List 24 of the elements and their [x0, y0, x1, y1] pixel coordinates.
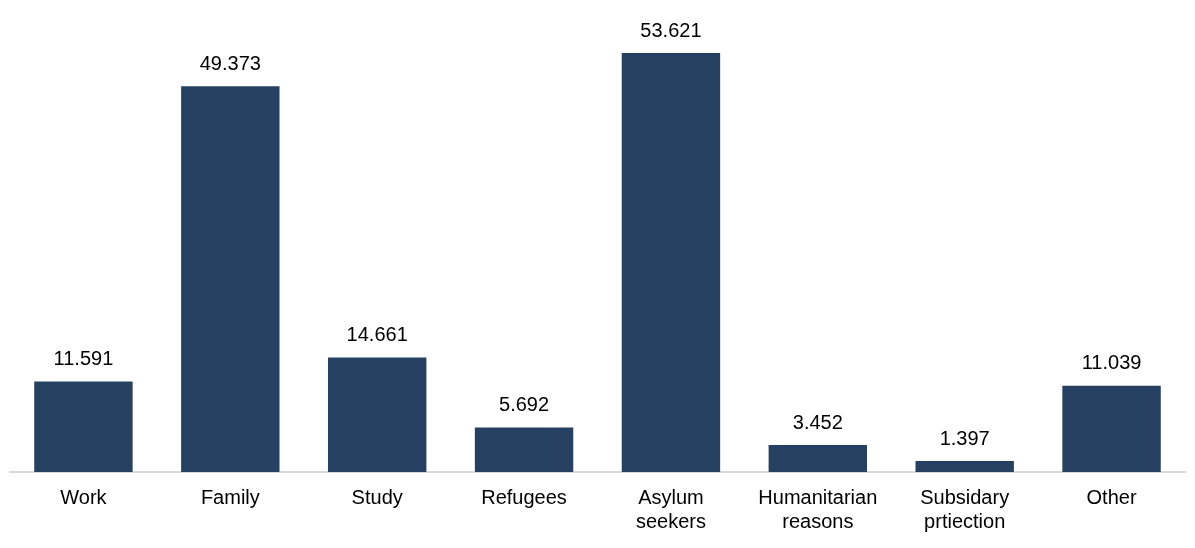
x-tick-label: Other — [1086, 485, 1137, 508]
data-label: 53.621 — [640, 18, 702, 41]
data-label: 11.039 — [1081, 351, 1142, 374]
data-label: 3.452 — [792, 410, 843, 433]
data-label: 49.373 — [199, 51, 261, 74]
x-tick-label: Family — [200, 485, 260, 508]
x-tick-label: Asylum seekers — [635, 485, 706, 532]
bar — [327, 357, 427, 472]
x-tick-label: Subsidary prtiection — [920, 485, 1010, 532]
bar — [34, 381, 133, 472]
bar — [768, 445, 868, 472]
bar — [1062, 385, 1161, 472]
x-tick-label: Work — [60, 485, 108, 508]
x-tick-label: Humanitarian reasons — [758, 485, 878, 532]
bar — [474, 427, 574, 472]
bar — [915, 461, 1014, 472]
data-label: 5.692 — [499, 393, 550, 416]
data-label: 14.661 — [346, 322, 408, 345]
x-tick-label: Refugees — [481, 485, 567, 508]
x-tick-label: Study — [351, 485, 403, 508]
bar — [181, 86, 280, 472]
bar — [621, 53, 721, 472]
data-label: 1.397 — [939, 426, 990, 449]
data-label: 11.591 — [53, 346, 114, 369]
